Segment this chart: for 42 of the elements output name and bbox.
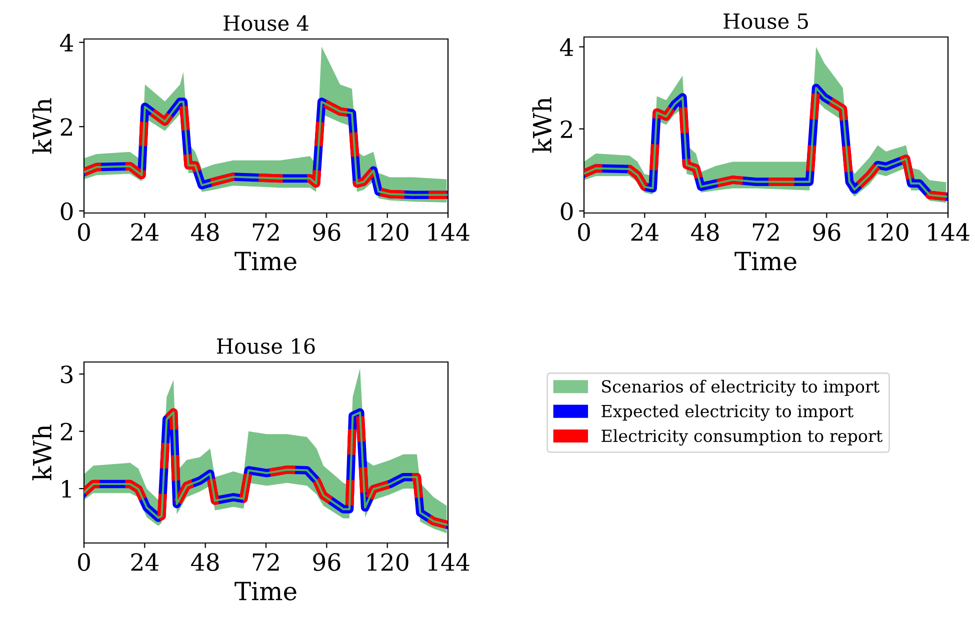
x-tick-label: 24 (631, 223, 658, 241)
x-tick-label: 120 (868, 223, 908, 241)
x-tick-label: 24 (131, 553, 158, 571)
x-tick-label: 0 (78, 223, 90, 241)
x-tick-label: 0 (578, 223, 590, 241)
x-tick-label: 96 (313, 223, 340, 241)
y-axis-title: kWh (32, 424, 52, 480)
y-tick-label: 2 (60, 118, 72, 136)
x-tick-label: 120 (368, 223, 408, 241)
x-tick-label: 96 (313, 553, 340, 571)
legend-label: Electricity consumption to report (602, 429, 882, 446)
x-tick-label: 72 (252, 223, 279, 241)
legend-label: Expected electricity to import (602, 404, 854, 421)
y-axis-title: kWh (532, 97, 552, 153)
y-tick-label: 4 (60, 34, 74, 52)
x-tick-label: 144 (428, 553, 470, 571)
x-tick-label: 144 (928, 223, 970, 241)
x-tick-label: 72 (252, 553, 279, 571)
x-tick-label: 120 (368, 553, 408, 571)
legend-label: Scenarios of electricity to import (602, 380, 880, 396)
x-tick-label: 48 (191, 553, 219, 571)
x-tick-label: 72 (752, 223, 779, 241)
y-tick-label: 2 (60, 422, 72, 440)
chart-title: House 5 (724, 13, 808, 29)
x-tick-label: 24 (131, 223, 158, 241)
x-tick-label: 0 (78, 553, 90, 571)
y-tick-label: 0 (60, 202, 73, 220)
y-axis-title: kWh (32, 98, 52, 154)
x-tick-label: 96 (813, 223, 840, 241)
y-tick-label: 3 (61, 365, 73, 384)
y-tick-label: 1 (62, 480, 71, 498)
y-tick-label: 4 (560, 38, 574, 56)
x-axis-title: Time (234, 582, 296, 600)
x-axis-title: Time (734, 252, 796, 270)
chart-title: House 4 (224, 15, 308, 31)
x-tick-label: 48 (691, 223, 719, 241)
y-tick-label: 0 (560, 202, 573, 220)
chart-title: House 16 (217, 338, 315, 354)
x-tick-label: 48 (191, 223, 219, 241)
x-tick-label: 144 (428, 223, 470, 241)
x-axis-title: Time (234, 252, 296, 270)
y-tick-label: 2 (560, 120, 572, 138)
